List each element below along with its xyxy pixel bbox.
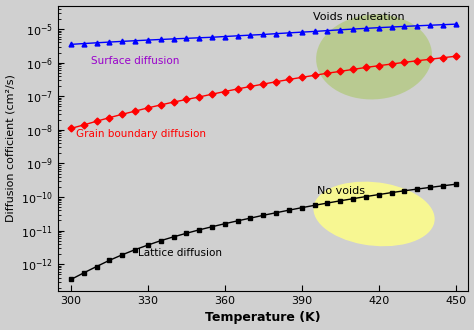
Text: Voids nucleation: Voids nucleation xyxy=(312,12,404,22)
Ellipse shape xyxy=(313,182,435,246)
Text: Lattice diffusion: Lattice diffusion xyxy=(137,248,221,258)
Text: No voids: No voids xyxy=(317,186,365,196)
Y-axis label: Diffusion cofficient (cm²/s): Diffusion cofficient (cm²/s) xyxy=(6,74,16,222)
X-axis label: Temperature (K): Temperature (K) xyxy=(205,312,321,324)
Text: Grain boundary diffusion: Grain boundary diffusion xyxy=(76,129,206,139)
Text: Surface diffusion: Surface diffusion xyxy=(91,56,180,66)
Ellipse shape xyxy=(316,15,432,99)
